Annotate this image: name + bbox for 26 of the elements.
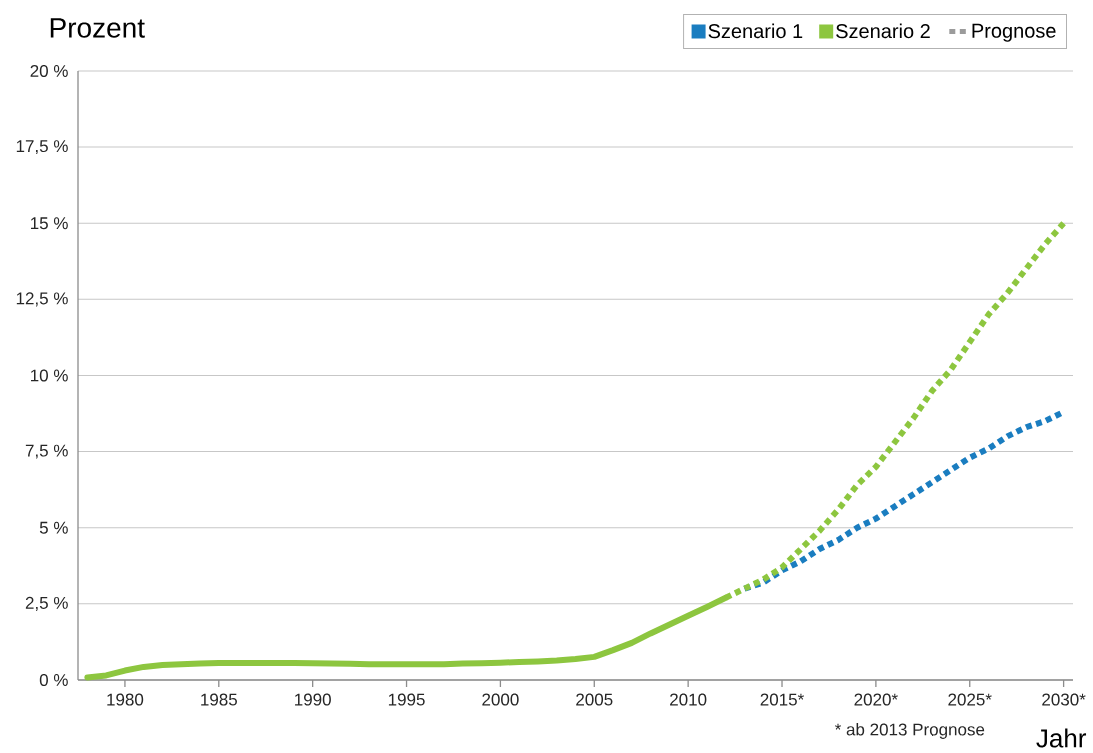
x-tick-label: 1995 — [388, 693, 425, 706]
y-tick-label: 12,5 % — [16, 292, 68, 307]
y-axis-title: Prozent — [50, 18, 145, 38]
x-tick-label: 2025* — [948, 693, 992, 706]
x-tick-label: 2010 — [670, 693, 707, 706]
y-tick-label: 2,5 % — [25, 596, 68, 611]
text: * ab 2013 Prognose — [834, 723, 985, 739]
x-tick-label: 2000 — [482, 693, 519, 706]
x-tick-label: 2005 — [576, 693, 613, 706]
x-tick-label: 1990 — [295, 693, 331, 706]
x-tick-label: 2015* — [760, 693, 804, 706]
legend-label: Szenario 2 — [836, 23, 930, 39]
y-tick-label: 7,5 % — [25, 444, 68, 459]
x-tick-label: 1985 — [201, 693, 237, 706]
x-tick-label: 2020* — [854, 693, 898, 706]
x-tick-label: 1980 — [107, 693, 144, 706]
y-tick-label: 17,5 % — [16, 140, 68, 155]
y-tick-label: 5 % — [39, 521, 68, 534]
y-tick-label: 20 % — [30, 64, 68, 78]
legend-label: Prognose — [972, 23, 1056, 42]
y-tick-label: 10 % — [31, 369, 68, 382]
x-tick-label: 2030* — [1042, 693, 1086, 706]
legend-label: Szenario 1 — [708, 23, 803, 39]
x-axis-title: Jahr — [1036, 728, 1087, 748]
y-tick-label: 0 % — [39, 673, 68, 687]
y-tick-label: 15 % — [31, 217, 68, 230]
